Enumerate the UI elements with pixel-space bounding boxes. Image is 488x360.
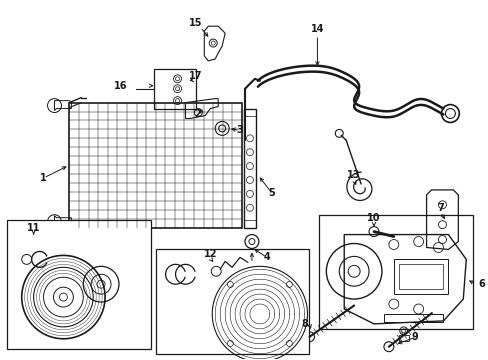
- Text: 1: 1: [40, 173, 47, 183]
- Bar: [319, 215, 472, 329]
- Bar: [393, 260, 447, 294]
- Text: 14: 14: [310, 24, 324, 34]
- Text: 9: 9: [410, 332, 417, 342]
- Text: 12: 12: [203, 249, 217, 260]
- Text: 13: 13: [346, 170, 360, 180]
- Text: 3: 3: [236, 125, 243, 135]
- Bar: [244, 109, 255, 228]
- Text: 2: 2: [194, 108, 201, 118]
- Text: 8: 8: [301, 319, 307, 329]
- Text: 5: 5: [268, 188, 275, 198]
- Text: 11: 11: [27, 222, 41, 233]
- Bar: [155, 249, 309, 354]
- Text: 16: 16: [114, 81, 127, 91]
- Text: 7: 7: [436, 203, 443, 213]
- Text: 4: 4: [263, 252, 270, 262]
- Text: 17: 17: [188, 71, 202, 81]
- Bar: [69, 103, 242, 228]
- Text: 10: 10: [366, 213, 380, 223]
- Bar: [153, 69, 196, 109]
- Text: 6: 6: [478, 279, 485, 289]
- Bar: [398, 335, 408, 341]
- Bar: [7, 220, 150, 349]
- Text: 15: 15: [188, 18, 202, 28]
- Bar: [398, 264, 443, 289]
- Bar: [383, 314, 443, 322]
